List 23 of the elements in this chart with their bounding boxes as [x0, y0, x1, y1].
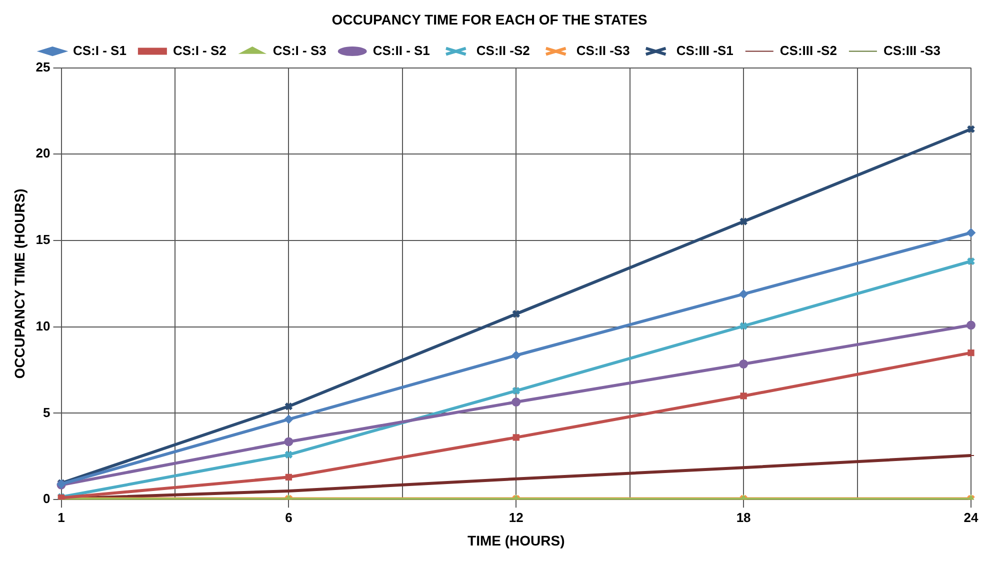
legend-label: CS:II -S3: [576, 42, 630, 58]
legend-label: CS:I - S1: [72, 42, 126, 58]
legend-label: CS:III -S3: [883, 42, 941, 58]
x-axis-title: TIME (HOURS): [468, 532, 565, 548]
legend-label: CS:I - S2: [172, 42, 226, 58]
x-tick-label: 1: [58, 510, 65, 525]
y-tick-label: 5: [43, 404, 50, 420]
legend-label: CS:III -S1: [676, 42, 734, 58]
y-axis-title: OCCUPANCY TIME (HOURS): [11, 188, 28, 379]
y-tick-label: 0: [43, 491, 50, 506]
y-tick-label: 25: [36, 59, 50, 74]
x-tick-label: 18: [736, 510, 751, 525]
x-tick-label: 24: [964, 510, 979, 525]
x-tick-label: 6: [285, 510, 292, 525]
y-tick-label: 20: [36, 146, 50, 161]
y-tick-label: 15: [36, 232, 50, 248]
y-tick-label: 10: [36, 318, 50, 334]
legend-label: CS:III -S2: [780, 42, 837, 58]
x-tick-label: 12: [508, 510, 524, 525]
legend-label: CS:II - S1: [372, 42, 430, 58]
legend-label: CS:I - S3: [272, 42, 326, 58]
legend-label: CS:II -S2: [476, 42, 530, 58]
chart-title: OCCUPANCY TIME FOR EACH OF THE STATES: [332, 11, 648, 28]
